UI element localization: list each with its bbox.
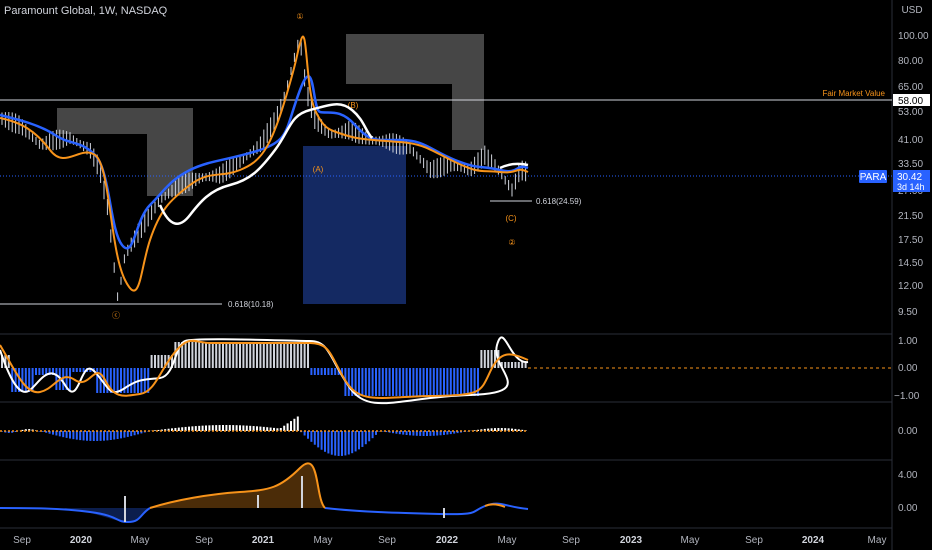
current-price-badge <box>893 170 930 192</box>
price-tick: 33.50 <box>898 159 923 170</box>
wave-b-label: (B) <box>348 101 359 110</box>
demand-zone <box>303 146 406 304</box>
oscillator-3-positive-area <box>150 463 325 508</box>
price-tick: 100.00 <box>898 31 929 42</box>
fib-high-label: 0.618(24.59) <box>536 197 582 206</box>
price-tick: 80.00 <box>898 56 923 67</box>
oscillator-1-histogram <box>1 342 527 396</box>
price-tick: 17.50 <box>898 235 923 246</box>
oscillator-1-fast-line <box>0 336 529 405</box>
price-tick: 65.00 <box>898 82 923 93</box>
fair-value-label: Fair Market Value <box>822 89 885 98</box>
oscillator-3-orange-line <box>149 462 506 509</box>
currency-label: USD <box>901 5 922 16</box>
price-tick: 21.50 <box>898 211 923 222</box>
price-tick: 53.00 <box>898 107 923 118</box>
time-tick: 2021 <box>252 535 275 546</box>
wave-c-label: (C) <box>505 214 516 223</box>
ticker-symbol: PARA <box>860 172 887 183</box>
fair-value-price: 58.00 <box>898 96 923 107</box>
time-tick: 2024 <box>802 535 825 546</box>
price-tick: 41.00 <box>898 135 923 146</box>
osc1-tick: 1.00 <box>898 336 918 347</box>
wave-2-label: ② <box>508 238 515 247</box>
time-tick: 2022 <box>436 535 459 546</box>
osc3-tick: 4.00 <box>898 470 918 481</box>
oscillator-1-slow-line <box>0 339 529 399</box>
wave-c-circle-label: ⓒ <box>112 311 120 320</box>
orange-moving-average <box>0 35 529 292</box>
time-axis[interactable]: Sep 2020 May Sep 2021 May Sep 2022 May Sep 2023 May… <box>13 535 886 546</box>
time-tick: Sep <box>562 535 580 546</box>
time-tick: Sep <box>745 535 763 546</box>
osc3-tick: 0.00 <box>898 503 918 514</box>
price-axis[interactable]: USD 100.00 80.00 65.00 53.00 41.00 33.50… <box>898 5 929 318</box>
price-tick: 9.50 <box>898 307 918 318</box>
fair-value-price-badge <box>893 94 930 106</box>
chart-title: Paramount Global, 1W, NASDAQ <box>4 5 168 17</box>
osc1-tick: 0.00 <box>898 363 918 374</box>
time-tick: May <box>131 535 150 546</box>
price-tick: 14.50 <box>898 258 923 269</box>
time-tick: Sep <box>13 535 31 546</box>
oscillator-2-histogram <box>1 416 527 456</box>
white-moving-average <box>158 103 373 225</box>
current-price: 30.42 <box>897 172 922 183</box>
osc2-tick: 0.00 <box>898 426 918 437</box>
white-moving-average-recent <box>499 162 529 170</box>
time-tick: Sep <box>378 535 396 546</box>
supply-zone-1 <box>57 108 193 196</box>
bar-countdown: 3d 14h <box>897 182 925 192</box>
oscillator-3-blue-line <box>0 502 529 524</box>
time-tick: 2020 <box>70 535 93 546</box>
time-tick: May <box>498 535 517 546</box>
ticker-symbol-badge <box>859 170 887 183</box>
wave-a-label: (A) <box>313 165 324 174</box>
supply-zone-2 <box>346 34 484 150</box>
time-tick: May <box>868 535 887 546</box>
time-tick: May <box>314 535 333 546</box>
osc1-tick: −1.00 <box>894 391 920 402</box>
time-tick: 2023 <box>620 535 643 546</box>
fib-low-label: 0.618(10.18) <box>228 300 274 309</box>
time-tick: May <box>681 535 700 546</box>
wave-1-label: ① <box>296 12 303 21</box>
price-tick: 12.00 <box>898 281 923 292</box>
time-tick: Sep <box>195 535 213 546</box>
